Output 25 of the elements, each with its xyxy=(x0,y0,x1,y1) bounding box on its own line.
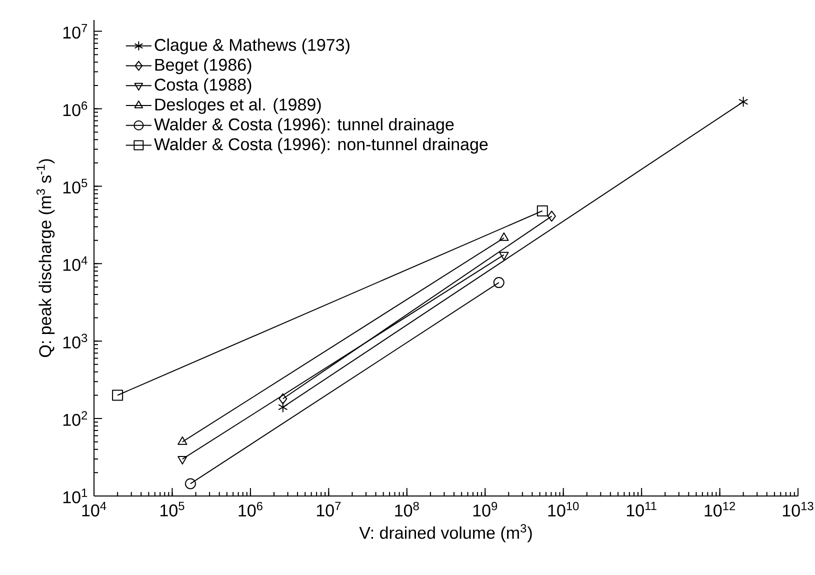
y-tick-label: 10$^{6}$ xyxy=(63,101,88,116)
y-tick-label: 10$^{7}$ xyxy=(63,24,88,39)
legend-label: Walder & Costa (1996): non-tunnel drainage xyxy=(154,138,488,154)
x-tick-label: 10$^{13}$ xyxy=(782,502,814,517)
y-tick-label: 10$^{5}$ xyxy=(63,178,88,194)
x-tick-label: 10$^{8}$ xyxy=(395,502,419,517)
legend-label: Beget (1986) xyxy=(155,58,252,74)
legend-label: Desloges et al. (1989) xyxy=(155,98,321,114)
x-tick-label: 10$^{12}$ xyxy=(704,502,736,517)
x-tick-label: 10$^{11}$ xyxy=(626,502,656,516)
x-tick-label: 10$^{5}$ xyxy=(160,502,184,516)
legend-label: Costa (1988) xyxy=(154,78,252,94)
y-axis-title: Q: peak discharge (m$^{3}$ s$^{-1}$) xyxy=(36,159,55,357)
x-tick-label: 10$^{4}$ xyxy=(82,502,106,516)
y-tick-label: 10$^{4}$ xyxy=(63,256,88,271)
x-axis-title: V: drained volume (m$^{3}$) xyxy=(359,524,532,542)
x-tick-label: 10$^{10}$ xyxy=(548,502,579,517)
x-tick-label: 10$^{9}$ xyxy=(473,502,498,517)
y-tick-label: 10$^{1}$ xyxy=(63,488,88,504)
x-tick-label: 10$^{6}$ xyxy=(238,502,262,517)
x-tick-label: 10$^{7}$ xyxy=(316,502,341,516)
legend-label: Walder & Costa (1996): tunnel drainage xyxy=(154,118,454,134)
y-tick-label: 10$^{3}$ xyxy=(63,334,88,348)
y-tick-label: 10$^{2}$ xyxy=(63,411,88,426)
legend-label: Clague & Mathews (1973) xyxy=(154,38,350,54)
